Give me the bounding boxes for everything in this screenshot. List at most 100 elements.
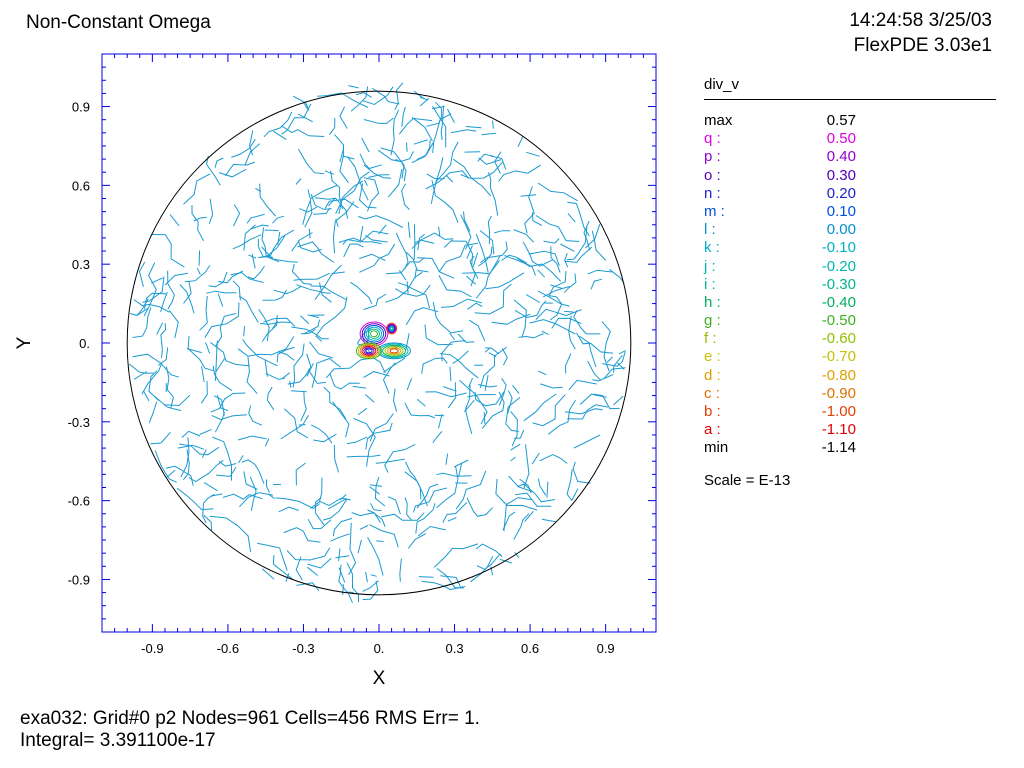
noise-contour-fragment <box>404 471 428 507</box>
noise-contour-fragment <box>283 408 309 439</box>
noise-contour-fragment <box>355 92 372 98</box>
center-contour-ring <box>355 342 383 360</box>
noise-contour-fragment <box>243 471 258 490</box>
noise-contour-fragment <box>517 135 524 147</box>
noise-contour-fragment <box>452 350 469 364</box>
noise-contour-fragment <box>602 351 626 367</box>
center-contour-ring <box>387 324 396 333</box>
noise-contour-fragment <box>332 201 355 254</box>
noise-contour-fragment <box>546 481 549 498</box>
noise-contour-fragment <box>404 497 412 521</box>
noise-contour-fragment <box>416 398 426 407</box>
noise-contour-fragment <box>411 139 431 164</box>
noise-contour-fragment <box>332 401 350 438</box>
noise-contour-fragment <box>272 215 285 224</box>
noise-contour-fragment <box>417 233 425 251</box>
noise-contour-fragment <box>518 333 544 339</box>
noise-contour-fragment <box>263 111 293 138</box>
noise-contour-fragment <box>502 511 516 531</box>
noise-contour-fragment <box>325 357 371 379</box>
noise-contour-fragment <box>342 584 344 595</box>
noise-contour-fragment <box>498 164 541 182</box>
noise-contour-fragment <box>572 461 591 484</box>
noise-contour-fragment <box>186 348 203 354</box>
noise-contour-fragment <box>498 377 507 406</box>
y-tick-label: -0.3 <box>68 415 90 430</box>
noise-contour-fragment <box>136 298 149 316</box>
noise-contour-fragment <box>346 156 369 201</box>
noise-contour-fragment <box>613 354 623 373</box>
noise-contour-fragment <box>359 243 396 273</box>
noise-contour-fragment <box>217 395 229 412</box>
noise-contour-fragment <box>564 353 572 374</box>
noise-contour-fragment <box>315 335 323 342</box>
noise-contour-fragment <box>488 352 497 358</box>
noise-contour-fragment <box>348 593 353 603</box>
noise-contour-fragment <box>380 147 405 179</box>
noise-contour-fragment <box>406 378 413 391</box>
center-contour-ring <box>389 325 395 332</box>
center-contour-ring <box>379 343 409 359</box>
noise-contour-fragment <box>205 342 211 354</box>
noise-contour-fragment <box>413 224 416 260</box>
noise-contour-fragment <box>362 580 379 592</box>
noise-contour-fragment <box>132 307 152 338</box>
legend-level-label: e : <box>704 348 721 366</box>
noise-contour-fragment <box>390 109 399 156</box>
noise-contour-fragment <box>460 161 503 179</box>
noise-contour-fragment <box>406 251 429 273</box>
noise-contour-fragment <box>436 466 459 509</box>
noise-contour-fragment <box>154 450 177 483</box>
noise-contour-fragment <box>150 234 185 268</box>
noise-contour-fragment <box>230 272 264 283</box>
noise-contour-fragment <box>350 281 373 305</box>
noise-contour-fragment <box>478 384 498 388</box>
noise-contour-fragment <box>201 449 207 459</box>
noise-contour-fragment <box>385 271 423 303</box>
noise-contour-fragment <box>412 487 448 513</box>
noise-contour-fragment <box>233 204 241 227</box>
noise-contour-fragment <box>537 269 546 278</box>
noise-contour-fragment <box>264 229 279 232</box>
noise-contour-fragment <box>383 357 406 373</box>
noise-contour-fragment <box>560 243 575 252</box>
noise-contour-fragment <box>484 375 489 391</box>
noise-contour-fragment <box>239 492 273 508</box>
noise-contour-fragment <box>592 373 614 382</box>
noise-contour-fragment <box>332 517 353 537</box>
noise-contour-fragment <box>549 284 564 290</box>
legend-entry: i : -0.30 <box>704 276 996 294</box>
axis-minor-ticks <box>101 53 657 633</box>
noise-contour-fragment <box>524 510 534 522</box>
noise-contour-fragment <box>143 262 157 317</box>
legend-level-value: 0.50 <box>826 130 856 148</box>
header-stamp: 14:24:58 3/25/03 FlexPDE 3.03e1 <box>849 8 992 58</box>
noise-contour-fragment <box>292 95 309 110</box>
y-tick-label: 0.3 <box>72 257 90 272</box>
noise-contour-fragment <box>187 336 215 372</box>
noise-contour-fragment <box>457 333 475 343</box>
noise-contour-fragment <box>571 488 579 502</box>
noise-contour-fragment <box>199 428 212 435</box>
noise-contour-fragment <box>323 386 347 420</box>
noise-contour-fragment <box>463 211 471 232</box>
noise-contour-fragment <box>300 328 316 335</box>
noise-contour-fragment <box>467 302 483 310</box>
noise-contour-fragment <box>418 576 434 578</box>
noise-contour-fragment <box>251 253 256 269</box>
noise-contour-fragment <box>296 284 331 294</box>
center-contour-ring <box>367 328 381 340</box>
noise-contour-fragment <box>432 430 443 444</box>
center-contour-ring <box>389 348 399 354</box>
noise-contour-fragment <box>447 382 457 409</box>
noise-contour-fragment <box>513 299 527 338</box>
legend-entry: q : 0.50 <box>704 130 996 148</box>
legend-entry: n : 0.20 <box>704 185 996 203</box>
noise-contour-fragment <box>306 363 314 377</box>
noise-contour-fragment <box>308 228 311 239</box>
noise-contour-fragment <box>531 452 540 465</box>
noise-contour-fragment <box>587 269 613 275</box>
noise-contour-fragment <box>405 333 410 350</box>
noise-contour-fragment <box>216 466 237 477</box>
noise-contour-fragment <box>353 418 376 467</box>
